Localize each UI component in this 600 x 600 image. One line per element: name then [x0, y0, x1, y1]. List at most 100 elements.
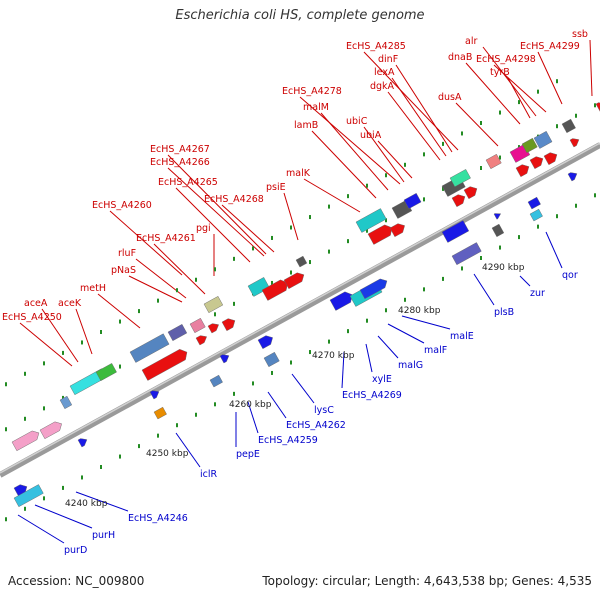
leader-line	[175, 187, 251, 263]
leader-line	[167, 154, 267, 255]
tick-mark	[347, 194, 349, 199]
leader-line	[473, 273, 495, 306]
gene-label-bottom: EcHS_A4246	[128, 513, 188, 524]
leader-line	[283, 192, 299, 241]
leader-line	[493, 64, 547, 113]
leader-line	[401, 315, 451, 330]
gene-arrow	[569, 138, 580, 148]
gene-label-top: dinF	[378, 54, 398, 65]
tick-mark	[252, 381, 254, 386]
gene-label-top: tyrB	[490, 67, 510, 78]
tick-mark	[176, 423, 178, 428]
leader-line	[365, 343, 373, 373]
tick-mark	[24, 416, 26, 421]
leader-line	[75, 491, 129, 512]
gene-arrow	[261, 279, 288, 301]
gene-arrow	[543, 152, 558, 166]
tick-mark	[423, 152, 425, 157]
scale-label: 4280 kbp	[398, 306, 441, 316]
tick-mark	[290, 225, 292, 230]
label-leader-lines	[17, 39, 593, 544]
gene-label-top: lamB	[294, 120, 318, 131]
leader-line	[109, 210, 183, 276]
tick-mark	[556, 79, 558, 84]
gene-arrow	[493, 213, 502, 220]
gene-label-top: alr	[465, 36, 477, 47]
gene-arrow	[257, 335, 273, 350]
tick-mark	[575, 113, 577, 118]
gene-arrow	[149, 390, 160, 400]
summary-text: Topology: circular; Length: 4,643,538 bp…	[262, 574, 592, 588]
leader-line	[377, 335, 399, 359]
gene-label-top: EcHS_A4299	[520, 41, 580, 52]
gene-block	[263, 351, 280, 368]
leader-line	[17, 514, 65, 544]
gene-label-bottom: EcHS_A4269	[342, 390, 402, 401]
gene-features	[11, 102, 600, 508]
gene-block	[441, 220, 470, 243]
tick-mark	[594, 103, 596, 108]
tick-mark	[62, 395, 64, 400]
gene-label-top: metH	[80, 283, 106, 294]
gene-label-bottom: malE	[450, 331, 474, 342]
scale-label: 4260 kbp	[229, 400, 272, 410]
gene-block	[59, 395, 73, 410]
leader-line	[153, 243, 206, 295]
gene-label-bottom: qor	[562, 270, 578, 281]
tick-mark	[100, 465, 102, 469]
tick-mark	[309, 215, 311, 220]
tick-mark	[43, 361, 45, 366]
leader-line	[221, 204, 275, 253]
gene-block	[153, 406, 167, 420]
gene-block	[533, 130, 553, 149]
gene-label-bottom: plsB	[494, 307, 514, 318]
gene-label-top: EcHS_A4267	[150, 144, 210, 155]
gene-arrow	[141, 349, 188, 381]
gene-label-top: aceK	[58, 298, 82, 309]
leader-line	[377, 140, 413, 179]
tick-mark	[480, 256, 482, 260]
tick-mark	[119, 364, 121, 369]
gene-block	[295, 255, 308, 268]
tick-mark	[461, 266, 463, 271]
gene-block	[13, 484, 44, 508]
leader-line	[519, 275, 531, 287]
leader-line	[41, 308, 79, 363]
gene-label-top: aceA	[24, 298, 48, 309]
tick-mark	[594, 193, 596, 198]
tick-mark	[499, 245, 501, 250]
map-title: Escherichia coli HS, complete genome	[175, 8, 425, 23]
gene-arrow	[283, 272, 305, 290]
gene-block	[451, 242, 482, 266]
backbone-highlight	[0, 142, 600, 474]
tick-mark	[195, 412, 197, 417]
gene-block	[95, 363, 117, 382]
leader-line	[75, 308, 93, 355]
tick-mark	[537, 224, 539, 229]
gene-block	[247, 277, 270, 297]
tick-mark	[404, 297, 406, 302]
leader-line	[589, 39, 593, 97]
tick-mark	[43, 496, 45, 501]
gene-labels: aceA EcHS_A4250 aceK metH pNaS rluFEcHS_A4261…	[2, 29, 588, 556]
leader-line	[167, 167, 265, 257]
leader-line	[291, 373, 315, 404]
tick-mark	[5, 517, 7, 522]
gene-label-top: EcHS_A4250	[2, 312, 62, 323]
gene-arrow	[359, 278, 388, 300]
gene-label-top: malK	[286, 168, 311, 179]
tick-mark	[290, 360, 292, 365]
tick-mark	[423, 287, 425, 292]
tick-mark	[252, 246, 254, 251]
tick-mark	[347, 239, 349, 244]
gene-arrow	[595, 102, 600, 114]
gene-label-top: ubiC	[346, 116, 368, 127]
gene-block	[129, 333, 170, 363]
genome-backbone	[0, 142, 600, 478]
leader-line	[311, 130, 377, 199]
gene-label-top: EcHS_A4266	[150, 157, 210, 168]
gene-label-bottom: lysC	[314, 405, 334, 416]
tick-mark	[138, 309, 140, 314]
leader-line	[387, 91, 441, 161]
leader-line	[303, 178, 361, 213]
